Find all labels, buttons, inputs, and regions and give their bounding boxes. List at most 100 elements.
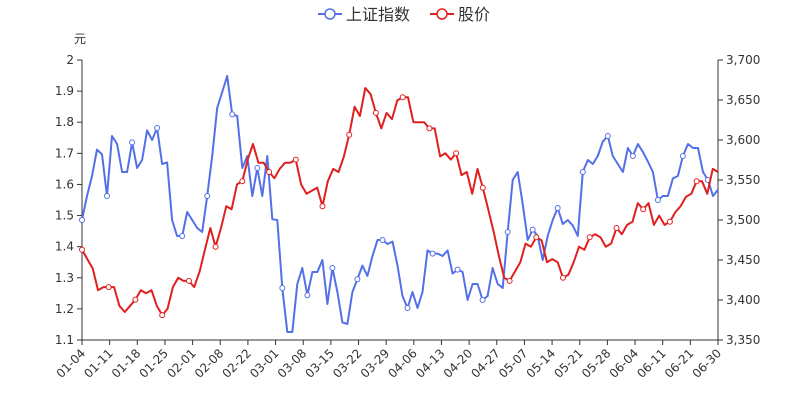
legend: 上证指数 股价 [318, 5, 490, 24]
legend-label[interactable]: 股价 [458, 5, 490, 24]
x-tick-label: 04-27 [468, 346, 503, 381]
x-tick-label: 05-21 [551, 346, 586, 381]
x-tick-label: 01-11 [81, 346, 116, 381]
legend-marker [324, 8, 336, 20]
data-point [579, 169, 586, 175]
x-tick-label: 03-22 [330, 346, 365, 381]
data-point [533, 234, 540, 241]
data-point [79, 246, 85, 253]
left-tick-label: 2 [66, 53, 74, 67]
x-tick-label: 01-04 [54, 346, 89, 381]
left-axis-unit-label: 元 [74, 32, 86, 46]
data-point [679, 153, 686, 159]
data-point [266, 169, 273, 175]
right-tick-label: 3,450 [726, 253, 760, 267]
x-tick-label: 03-29 [358, 346, 393, 381]
right-tick-label: 3,700 [726, 53, 760, 67]
x-tick-label: 02-08 [192, 346, 227, 381]
right-tick-label: 3,350 [726, 333, 760, 347]
data-point [254, 165, 261, 171]
x-tick-label: 04-20 [441, 346, 476, 381]
data-point [159, 312, 166, 319]
data-point [404, 305, 411, 311]
data-point [154, 125, 161, 131]
series-line-right [81, 75, 719, 333]
left-tick-label: 1.8 [55, 115, 74, 129]
right-tick-label: 3,550 [726, 173, 760, 187]
x-tick-label: 06-04 [607, 346, 642, 381]
data-point [292, 156, 299, 163]
legend-marker [436, 8, 448, 20]
data-point [239, 178, 246, 185]
data-point [586, 234, 593, 241]
data-point [212, 243, 219, 250]
data-point [329, 265, 336, 271]
data-point [666, 218, 673, 225]
left-tick-label: 1.1 [55, 333, 74, 347]
x-tick-label: 05-28 [579, 346, 614, 381]
data-point [132, 296, 139, 303]
x-tick-label: 04-06 [385, 346, 420, 381]
x-tick-label: 03-15 [302, 346, 337, 381]
x-tick-label: 02-22 [219, 346, 254, 381]
data-point [604, 133, 611, 139]
data-point [693, 178, 700, 185]
x-tick-label: 06-21 [662, 346, 697, 381]
x-tick-label: 03-08 [275, 346, 310, 381]
left-tick-label: 1.4 [55, 240, 74, 254]
data-point [426, 125, 433, 132]
data-point [185, 277, 192, 284]
data-point [104, 193, 110, 199]
x-tick-label: 06-11 [634, 346, 669, 381]
data-point [204, 193, 211, 199]
data-point [346, 131, 353, 138]
x-tick-label: 06-30 [690, 346, 725, 381]
left-tick-label: 1.3 [55, 271, 74, 285]
x-tick-label: 02-01 [164, 346, 199, 381]
data-point [105, 284, 112, 291]
x-tick-label: 01-25 [137, 346, 172, 381]
right-tick-label: 3,600 [726, 133, 760, 147]
data-point [429, 250, 436, 257]
left-tick-label: 1.2 [55, 302, 74, 316]
data-point [640, 206, 647, 213]
data-point [319, 203, 326, 210]
right-tick-label: 3,500 [726, 213, 760, 227]
x-tick-label: 05-14 [524, 346, 559, 381]
right-tick-label: 3,650 [726, 93, 760, 107]
data-point [613, 225, 620, 231]
data-point [479, 297, 486, 303]
data-point [304, 292, 311, 299]
data-point [354, 276, 361, 283]
data-point [529, 226, 536, 233]
data-point [554, 205, 561, 211]
data-point [399, 94, 406, 101]
axes: 1.1 1.2 1.3 1.4 1.5 1.6 1.7 1.8 1.9 2 3,350 3,400 3,… [54, 53, 761, 381]
x-tick-label: 01-18 [109, 346, 144, 381]
left-tick-label: 1.9 [55, 84, 74, 98]
legend-label[interactable]: 上证指数 [346, 5, 410, 24]
data-point [504, 229, 511, 235]
data-point [454, 266, 461, 273]
data-point [654, 197, 661, 203]
data-point [506, 277, 513, 284]
x-tick-label: 03-01 [247, 346, 282, 381]
data-point [453, 150, 460, 157]
data-point [372, 109, 379, 116]
x-tick-label: 04-13 [413, 346, 448, 381]
right-tick-label: 3,400 [726, 293, 760, 307]
data-point [79, 217, 85, 223]
left-tick-label: 1.5 [55, 209, 74, 223]
data-point [379, 237, 386, 243]
series-layer [79, 75, 719, 333]
x-tick-label: 05-07 [496, 346, 531, 381]
data-point [560, 274, 566, 281]
data-point [279, 285, 286, 291]
data-point [179, 233, 186, 239]
data-point [479, 184, 486, 191]
data-point [629, 153, 636, 159]
left-tick-label: 1.7 [55, 146, 74, 160]
data-point [129, 139, 136, 146]
data-point [229, 111, 236, 118]
